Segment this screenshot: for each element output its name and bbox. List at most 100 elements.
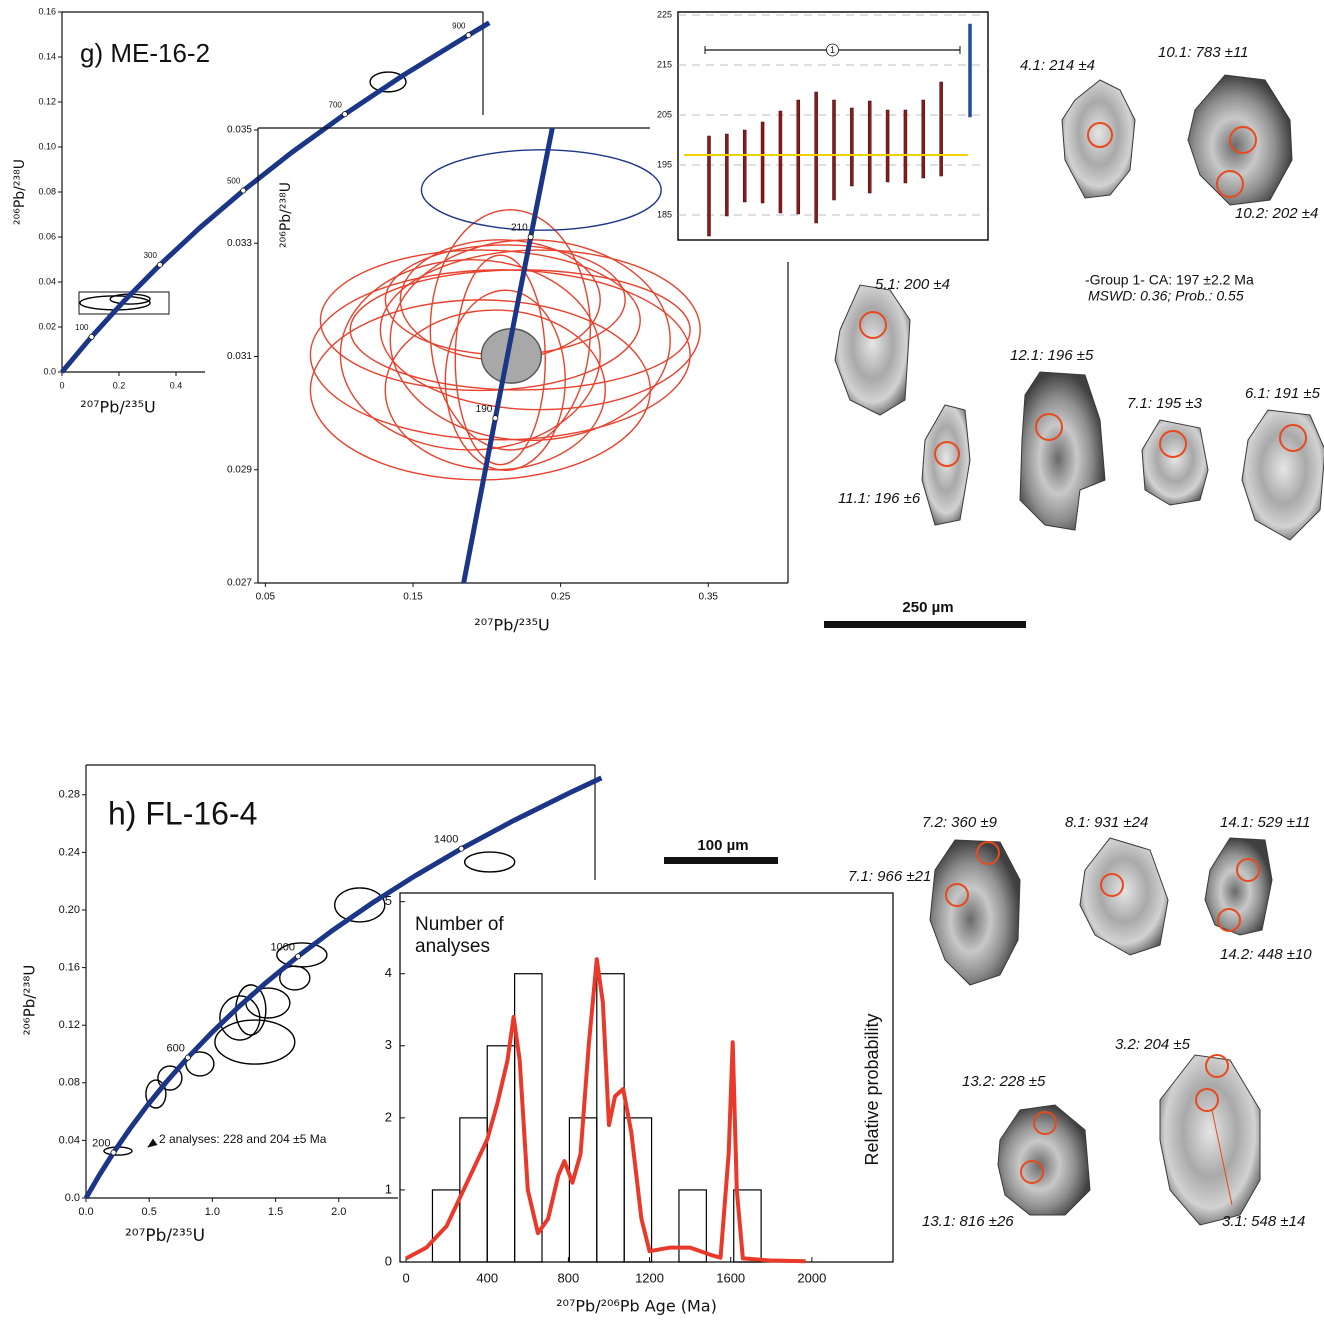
age-marker <box>240 187 247 194</box>
analysis-spot <box>1087 122 1113 148</box>
y-tick-label: 215 <box>657 59 672 69</box>
error-bar <box>832 99 836 201</box>
analysis-spot <box>1216 170 1244 198</box>
y-tick-label: 5 <box>385 893 392 908</box>
grain-label: 13.1: 816 ±26 <box>922 1213 1014 1230</box>
y-tick-label: 0.10 <box>38 141 56 151</box>
group-number: 1 <box>830 45 835 55</box>
error-bar <box>796 99 801 215</box>
scale-bar-label: 100 µm <box>697 837 748 854</box>
age-marker <box>156 261 163 268</box>
error-ellipse <box>309 299 651 481</box>
error-ellipse <box>339 258 601 451</box>
y-tick-label: 0.12 <box>38 96 56 106</box>
x-tick-label: 0.0 <box>78 1206 93 1218</box>
group-statistics: MSWD: 0.36; Prob.: 0.55 <box>1088 288 1244 304</box>
grain-image <box>1019 371 1106 531</box>
error-bar <box>778 110 783 214</box>
grain-label: 3.2: 204 ±5 <box>1115 1036 1191 1053</box>
y-tick-label: 1 <box>385 1181 392 1196</box>
y-tick-label: 0.04 <box>38 276 56 286</box>
age-marker <box>295 953 302 960</box>
analysis-spot <box>1033 1111 1057 1135</box>
age-label: 210 <box>511 223 528 234</box>
analysis-spot <box>1279 424 1307 452</box>
analysis-spot <box>1236 858 1260 882</box>
grain-image <box>1204 837 1273 936</box>
grains-h: 7.2: 360 ±9 7.1: 966 ±21 8.1: 931 ±24 14… <box>664 814 1312 1230</box>
charts: 0.00.020.040.060.080.100.120.140.160 0.2 0… <box>12 6 989 1316</box>
grain-label: 6.1: 191 ±5 <box>1245 385 1321 402</box>
histogram-bar <box>514 973 543 1263</box>
x-tick-label: 0 <box>59 380 64 390</box>
chart-panel: 0 1 2 3 4 5 0 400 800 1200 1600 2000 Number ofanalys… <box>385 892 894 1316</box>
error-bar <box>707 135 711 237</box>
y-axis-label: Number of <box>415 914 504 935</box>
age-label: 700 <box>329 100 343 109</box>
probability-curve <box>405 957 806 1264</box>
error-ellipse <box>145 1079 167 1109</box>
error-bar <box>903 109 908 184</box>
age-label: 190 <box>476 404 493 415</box>
x-tick-label: 800 <box>558 1270 580 1285</box>
age-label: 100 <box>75 323 89 332</box>
grain-label: 10.1: 783 ±11 <box>1158 44 1249 61</box>
y-tick-label: 0.08 <box>38 186 56 196</box>
y2-axis-label: Relative probability <box>862 1013 882 1165</box>
chart-panel: 0.027 0.029 0.031 0.033 0.035 0.05 0.15 0.25 0.3… <box>227 125 789 635</box>
y-tick-label: 0.033 <box>227 238 252 249</box>
age-label: 1000 <box>271 941 295 953</box>
x-tick-label: 1.0 <box>205 1206 220 1218</box>
x-tick-label: 0.2 <box>113 380 126 390</box>
y-tick-label: 0.0 <box>43 366 56 376</box>
grain-image <box>997 1104 1091 1216</box>
analysis-spot <box>1217 908 1241 932</box>
y-tick-label: 0.04 <box>59 1134 80 1146</box>
grain-label: 13.2: 228 ±5 <box>962 1073 1046 1090</box>
y-axis-label: ²⁰⁶Pb/²³⁸U <box>21 965 39 1036</box>
analysis-spot <box>1020 1160 1044 1184</box>
age-marker <box>341 111 348 118</box>
histogram-bar <box>678 1189 707 1263</box>
analysis-spot <box>1229 126 1257 154</box>
error-bar <box>850 107 854 187</box>
y-tick-label: 0.031 <box>227 351 252 362</box>
error-ellipse <box>444 289 566 472</box>
scale-bar-label: 250 µm <box>902 599 953 616</box>
y-tick-label: 4 <box>385 965 392 980</box>
x-tick-label: 1.5 <box>268 1206 283 1218</box>
y-tick-label: 0.06 <box>38 231 56 241</box>
error-bar <box>867 100 872 194</box>
x-axis-label: ²⁰⁷Pb/²³⁵U <box>80 398 155 417</box>
age-marker <box>110 1149 117 1156</box>
analysis-spot <box>1205 1054 1229 1078</box>
y-tick-label: 0.035 <box>227 125 252 136</box>
x-tick-label: 400 <box>476 1270 498 1285</box>
plot-frame <box>399 892 894 1263</box>
grain-label: 12.1: 196 ±5 <box>1010 347 1094 364</box>
y-tick-label: 0.12 <box>59 1019 80 1031</box>
x-tick-label: 0.35 <box>699 592 719 603</box>
y-axis-label: analyses <box>415 936 490 957</box>
error-ellipse <box>379 249 701 411</box>
grain-label: 14.2: 448 ±10 <box>1220 946 1312 963</box>
y-tick-label: 0.02 <box>38 321 56 331</box>
annotation-arrow <box>147 1138 158 1148</box>
y-tick-label: 0.08 <box>59 1077 80 1089</box>
grain-image <box>1141 419 1209 506</box>
histogram-bar <box>623 1117 653 1263</box>
age-marker <box>458 845 465 852</box>
grain-label: 4.1: 214 ±4 <box>1020 57 1095 74</box>
x-axis-label: ²⁰⁷Pb/²⁰⁶Pb Age (Ma) <box>556 1297 717 1316</box>
group-badge <box>826 43 839 57</box>
scale-bar <box>664 857 778 864</box>
error-bar <box>814 91 818 224</box>
error-ellipse <box>454 254 546 466</box>
y-axis-label: ²⁰⁶Pb/²³⁸U <box>278 182 294 248</box>
age-label: 200 <box>92 1138 110 1150</box>
y-tick-label: 2 <box>385 1109 392 1124</box>
error-ellipse <box>319 249 641 392</box>
chart-panel: 0.0 0.04 0.08 0.12 0.16 0.20 0.24 0.28 0.0 0.5 1.0… <box>21 764 603 1246</box>
y-tick-label: 0.16 <box>59 962 80 974</box>
y-tick-label: 205 <box>657 109 672 119</box>
